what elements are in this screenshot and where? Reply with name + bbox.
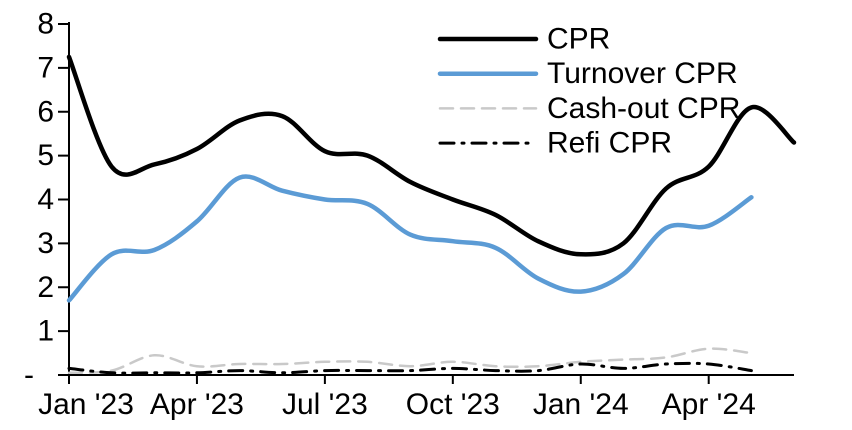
y-tick-label: 2 xyxy=(37,271,54,304)
x-tick-label: Oct '23 xyxy=(406,388,500,421)
series-line-cash-out-cpr xyxy=(67,347,753,375)
y-tick-label: 8 xyxy=(37,8,54,41)
y-tick-label: 7 xyxy=(37,51,54,84)
y-tick-label: 3 xyxy=(37,227,54,260)
y-tick-label: 1 xyxy=(37,315,54,348)
legend-label-cpr: CPR xyxy=(547,23,610,56)
x-tick-label: Jul '23 xyxy=(282,388,368,421)
y-tick-label: 6 xyxy=(37,95,54,128)
y-tick-label: - xyxy=(24,359,34,392)
legend-label-cash-out-cpr: Cash-out CPR xyxy=(547,92,740,125)
series-line-cpr xyxy=(66,54,797,257)
x-tick-label: Apr '24 xyxy=(662,388,756,421)
x-tick-label: Jan '24 xyxy=(533,388,629,421)
x-tick-label: Jan '23 xyxy=(38,388,134,421)
y-tick-label: 4 xyxy=(37,183,54,216)
series-line-refi-cpr xyxy=(67,361,753,375)
legend-label-refi-cpr: Refi CPR xyxy=(547,127,672,160)
x-tick-label: Apr '23 xyxy=(150,388,244,421)
series-line-turnover-cpr xyxy=(66,174,754,303)
legend-label-turnover-cpr: Turnover CPR xyxy=(547,57,738,90)
y-tick-label: 5 xyxy=(37,139,54,172)
